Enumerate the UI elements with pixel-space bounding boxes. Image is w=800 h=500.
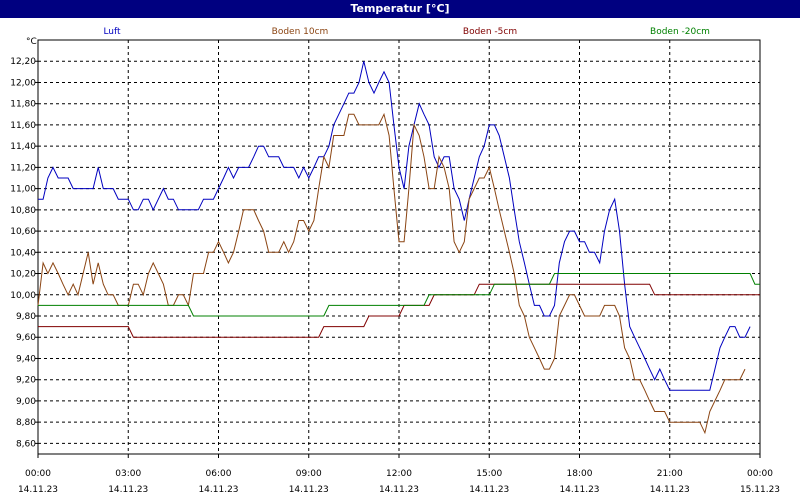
- x-tick-date-label: 14.11.23: [198, 485, 238, 495]
- x-tick-date-label: 14.11.23: [650, 485, 690, 495]
- y-tick-label: 11,80: [10, 100, 36, 110]
- x-tick-date-label: 14.11.23: [289, 485, 329, 495]
- series-line-boden-10cm: [37, 112, 746, 435]
- y-tick-label: 11,20: [10, 163, 36, 173]
- x-tick-date-label: 14.11.23: [379, 485, 419, 495]
- legend-entry-boden-5cm: Boden -5cm: [463, 27, 517, 37]
- series-line-boden-20cm: [38, 273, 760, 317]
- series-lines: [37, 61, 760, 435]
- legend: Luft Boden 10cm Boden -5cm Boden -20cm: [103, 27, 710, 37]
- x-tick-date-label: 14.11.23: [469, 485, 509, 495]
- temperature-chart: °C 12,20 12,00 11,80 11,60 11,40 11,20 11,00 10,…: [0, 18, 800, 500]
- y-tick-label: 10,80: [10, 206, 36, 216]
- y-tick-label: 10,40: [10, 248, 36, 258]
- legend-entry-luft: Luft: [103, 27, 121, 37]
- series-line-boden-5cm: [38, 283, 760, 338]
- y-tick-label: 11,00: [10, 185, 36, 195]
- y-tick-label: 12,20: [10, 57, 36, 67]
- x-tick-date-label: 14.11.23: [108, 485, 148, 495]
- x-tick-time-label: 21:00: [657, 469, 683, 479]
- x-tick-time-label: 09:00: [296, 469, 322, 479]
- y-tick-label: 9,00: [16, 397, 36, 407]
- legend-entry-boden-10cm: Boden 10cm: [272, 27, 329, 37]
- y-tick-label: 10,00: [10, 291, 36, 301]
- y-tick-label: 9,40: [16, 354, 36, 364]
- x-tick-date-label: 14.11.23: [559, 485, 599, 495]
- y-tick-label: 11,60: [10, 121, 36, 131]
- y-tick-label: 12,00: [10, 78, 36, 88]
- x-axis: 00:00 14.11.23 03:00 14.11.23 06:00 14.11.23 0…: [18, 454, 780, 495]
- x-tick-time-label: 12:00: [386, 469, 412, 479]
- y-tick-label: 9,60: [16, 333, 36, 343]
- x-tick-date-label: 14.11.23: [18, 485, 58, 495]
- y-tick-label: 10,60: [10, 227, 36, 237]
- y-tick-label: 8,60: [16, 439, 36, 449]
- y-tick-label: 11,40: [10, 142, 36, 152]
- x-tick-time-label: 00:00: [747, 469, 773, 479]
- x-tick-time-label: 03:00: [115, 469, 141, 479]
- x-tick-date-label: 15.11.23: [740, 485, 780, 495]
- legend-entry-boden-20cm: Boden -20cm: [650, 27, 710, 37]
- x-tick-time-label: 00:00: [25, 469, 51, 479]
- x-tick-time-label: 06:00: [206, 469, 232, 479]
- y-tick-label: 8,80: [16, 418, 36, 428]
- y-tick-label: 9,20: [16, 376, 36, 386]
- series-line-luft: [38, 61, 751, 391]
- x-tick-time-label: 15:00: [476, 469, 502, 479]
- y-axis-unit-label: °C: [26, 37, 37, 47]
- y-tick-label: 9,80: [16, 312, 36, 322]
- y-tick-label: 10,20: [10, 270, 36, 280]
- y-axis: °C 12,20 12,00 11,80 11,60 11,40 11,20 11,00 10,…: [10, 37, 38, 449]
- x-tick-time-label: 18:00: [567, 469, 593, 479]
- chart-title: Temperatur [°C]: [0, 0, 800, 18]
